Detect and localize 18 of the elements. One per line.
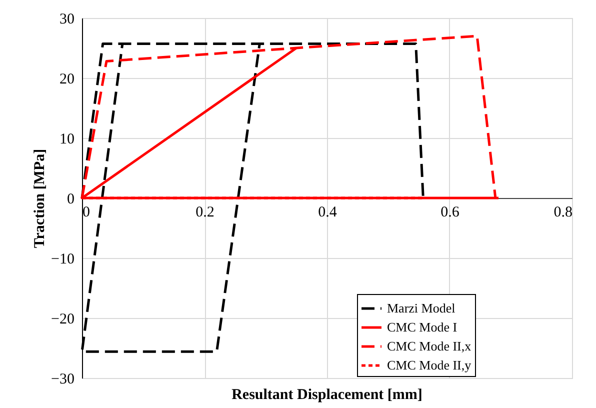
x-tick-label: 0.2 — [196, 204, 214, 220]
legend-label: CMC Mode I — [387, 320, 458, 334]
legend-label: Marzi Model — [387, 300, 456, 316]
x-tick-label: 0.6 — [440, 204, 460, 220]
x-axis-title: Resultant Displacement [mm] — [232, 387, 422, 403]
legend-label: CMC Mode II,y — [387, 358, 472, 372]
y-tick-label: 30 — [60, 12, 74, 28]
y-axis-title: Traction [MPa] — [32, 148, 48, 248]
x-tick-label: 0.4 — [318, 204, 338, 220]
y-tick-label: −10 — [51, 252, 74, 268]
y-tick-label: −30 — [51, 372, 74, 388]
y-tick-label: 10 — [60, 132, 74, 148]
y-tick-label: −20 — [51, 312, 74, 328]
legend-label: CMC Mode II,x — [387, 338, 472, 354]
x-tick-label: 0.8 — [554, 204, 572, 220]
y-tick-label: 0 — [67, 192, 74, 208]
x-tick-label: 0 — [82, 204, 90, 220]
y-tick-label: 20 — [60, 72, 74, 88]
